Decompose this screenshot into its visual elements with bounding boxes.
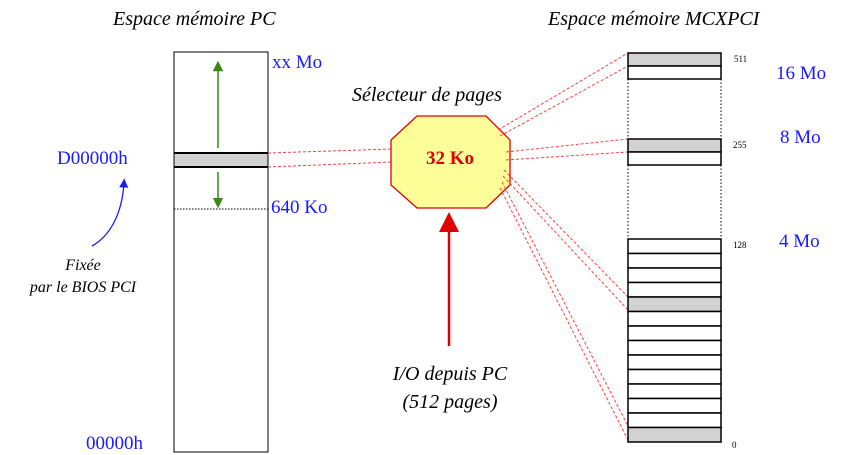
size-8-mo: 8 Mo — [780, 127, 821, 148]
mcx-page — [627, 252, 722, 269]
page-number-511: 511 — [734, 54, 748, 64]
io-note-line2: (512 pages) — [402, 391, 498, 413]
label-d00000h: D00000h — [57, 148, 128, 169]
mcx-page — [627, 354, 722, 371]
bios-note: Fixée par le BIOS PCI — [0, 255, 166, 299]
mcx-page — [627, 383, 722, 400]
mcx-page — [627, 238, 722, 255]
mcx-page — [627, 339, 722, 356]
label-xx-mo: xx Mo — [272, 52, 323, 73]
page-selector-octagon — [390, 115, 511, 209]
mcx-page — [627, 325, 722, 342]
mcx-page — [627, 310, 722, 327]
pc-memory-column — [173, 51, 269, 453]
mcx-page — [627, 397, 722, 414]
mcx-page — [627, 281, 722, 298]
pc-window-block — [173, 152, 269, 168]
mcx-space-title: Espace mémoire MCXPCI — [548, 8, 760, 30]
mcx-page-255 — [627, 138, 722, 153]
label-640-ko: 640 Ko — [271, 197, 328, 218]
pc-space-title: Espace mémoire PC — [113, 8, 276, 30]
window-size-label: 32 Ko — [425, 148, 475, 169]
io-note: I/O depuis PC (512 pages) — [350, 360, 550, 416]
size-4-mo: 4 Mo — [779, 231, 820, 252]
page-number-0: 0 — [732, 440, 737, 450]
page-mapping-lines — [497, 52, 629, 441]
io-note-line1: I/O depuis PC — [392, 363, 508, 385]
size-16-mo: 16 Mo — [776, 63, 827, 84]
label-00000h: 00000h — [86, 433, 143, 454]
blue-curved-arrow — [91, 178, 129, 247]
mcx-page — [627, 412, 722, 429]
page-number-255: 255 — [733, 140, 747, 150]
mcx-lower-page-stack — [627, 238, 722, 443]
page-number-128: 128 — [733, 240, 747, 250]
mcx-page — [627, 368, 722, 385]
bios-note-line1: Fixée — [65, 257, 101, 274]
bios-note-line2: par le BIOS PCI — [29, 279, 137, 296]
mcx-page-selected — [627, 296, 722, 313]
mcx-page-selected — [627, 426, 722, 443]
mcx-page — [627, 267, 722, 284]
mcx-page-511 — [627, 52, 722, 67]
selector-title: Sélecteur de pages — [352, 84, 502, 106]
